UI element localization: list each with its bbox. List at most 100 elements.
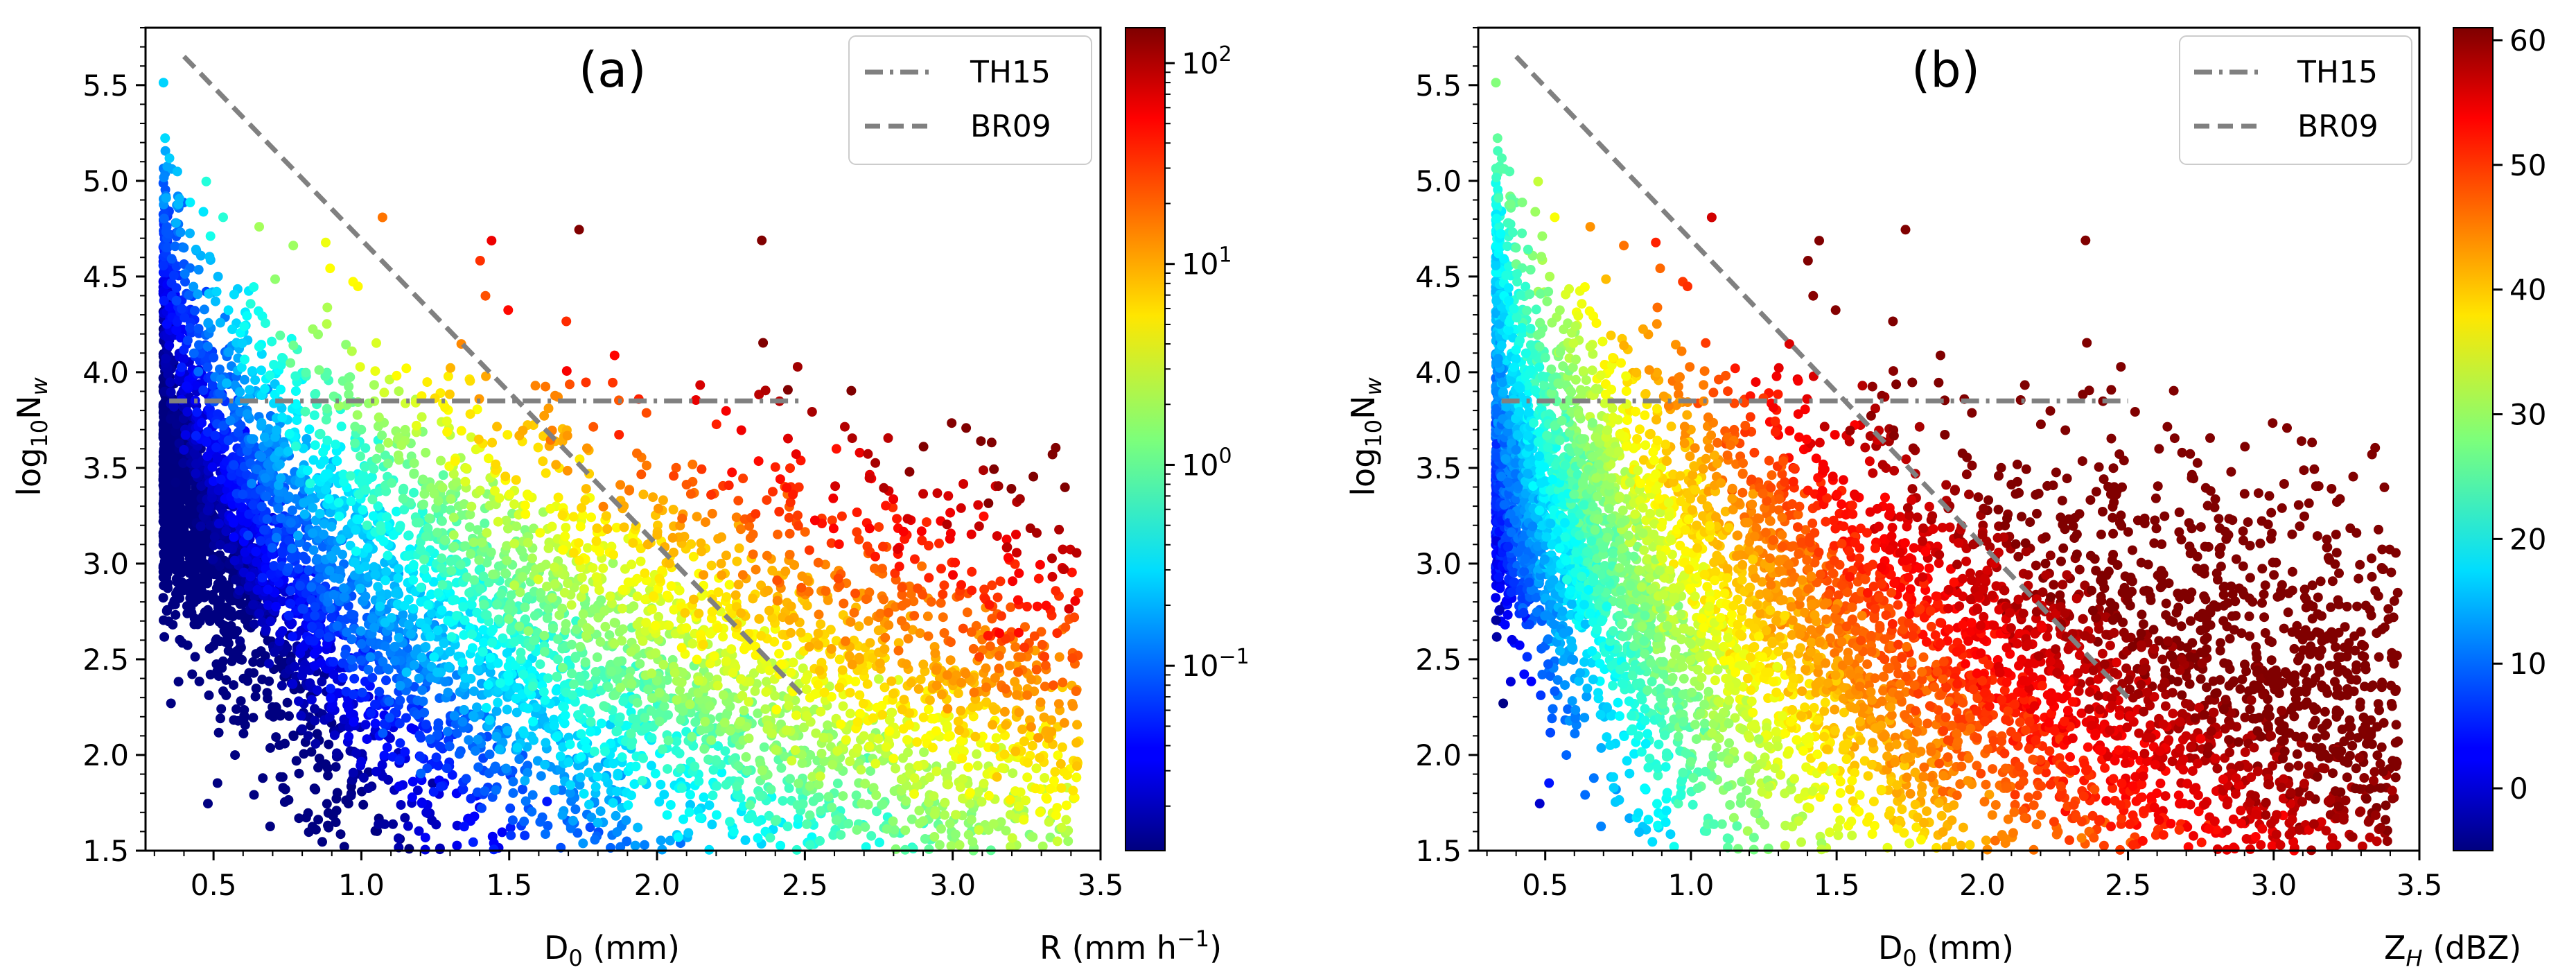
scatter-point xyxy=(568,815,578,826)
scatter-point xyxy=(290,441,301,451)
scatter-point xyxy=(439,639,449,648)
scatter-point xyxy=(508,776,518,787)
scatter-point xyxy=(417,412,427,422)
scatter-point xyxy=(415,752,426,762)
scatter-point xyxy=(185,228,195,238)
scatter-point xyxy=(257,675,268,685)
scatter-point xyxy=(257,573,268,583)
scatter-point xyxy=(318,529,328,539)
scatter-point xyxy=(254,342,264,352)
scatter-point xyxy=(243,676,253,686)
scatter-point xyxy=(374,412,384,422)
scatter-point xyxy=(852,743,863,754)
scatter-point xyxy=(873,734,884,744)
scatter-point xyxy=(229,460,239,470)
scatter-point xyxy=(735,716,746,727)
scatter-point xyxy=(223,435,234,446)
scatter-point xyxy=(194,676,204,686)
scatter-point xyxy=(299,641,309,652)
scatter-point xyxy=(615,712,625,722)
scatter-point xyxy=(339,592,349,602)
scatter-point xyxy=(276,384,286,394)
scatter-point xyxy=(475,485,485,496)
scatter-point xyxy=(170,477,181,487)
scatter-point xyxy=(303,808,313,818)
scatter-point xyxy=(466,501,477,512)
scatter-point xyxy=(403,550,413,561)
scatter-point xyxy=(784,700,794,711)
scatter-point xyxy=(265,822,275,831)
scatter-point xyxy=(319,455,329,465)
scatter-point xyxy=(207,380,218,390)
scatter-point xyxy=(344,731,354,742)
scatter-point xyxy=(523,703,534,713)
scatter-point xyxy=(966,815,976,825)
scatter-point xyxy=(740,835,751,845)
scatter-point xyxy=(448,512,459,523)
scatter-point xyxy=(184,290,194,300)
scatter-point xyxy=(265,569,276,580)
scatter-point xyxy=(171,325,182,336)
scatter-point xyxy=(558,663,568,672)
scatter-point xyxy=(290,386,301,397)
scatter-point xyxy=(201,541,211,551)
scatter-point xyxy=(309,649,319,659)
scatter-point xyxy=(479,599,489,609)
scatter-point xyxy=(242,555,252,565)
scatter-point xyxy=(502,726,513,736)
scatter-point xyxy=(509,636,520,647)
scatter-point xyxy=(785,774,795,784)
scatter-point xyxy=(383,550,393,561)
scatter-point xyxy=(882,824,892,834)
scatter-point xyxy=(491,731,502,742)
scatter-point xyxy=(565,739,575,749)
scatter-point xyxy=(805,810,815,820)
scatter-point xyxy=(543,673,553,684)
scatter-point xyxy=(362,520,372,530)
scatter-point xyxy=(703,754,714,765)
scatter-point xyxy=(493,614,504,625)
scatter-point xyxy=(418,474,428,485)
scatter-point xyxy=(418,696,428,706)
scatter-point xyxy=(387,478,397,488)
scatter-point xyxy=(449,541,459,552)
scatter-point xyxy=(449,711,459,721)
scatter-point xyxy=(603,682,613,693)
scatter-point xyxy=(457,657,468,668)
scatter-point xyxy=(816,806,826,816)
scatter-point xyxy=(643,684,654,695)
scatter-point xyxy=(718,690,728,700)
scatter-point xyxy=(358,505,368,515)
scatter-point xyxy=(592,652,602,662)
scatter-point xyxy=(324,566,335,576)
scatter-point xyxy=(199,592,209,602)
scatter-point xyxy=(416,733,426,743)
scatter-point xyxy=(177,304,187,314)
scatter-point xyxy=(613,726,622,736)
scatter-point xyxy=(416,582,426,593)
scatter-point xyxy=(263,600,273,610)
scatter-point xyxy=(744,697,754,707)
scatter-point xyxy=(313,815,324,825)
scatter-point xyxy=(277,353,287,363)
scatter-point xyxy=(177,567,187,578)
scatter-point xyxy=(321,415,331,425)
scatter-point xyxy=(468,711,478,721)
scatter-point xyxy=(270,274,280,284)
scatter-point xyxy=(496,678,505,688)
scatter-point xyxy=(395,681,405,691)
scatter-point xyxy=(316,658,326,668)
scatter-point xyxy=(191,431,201,441)
scatter-point xyxy=(1061,815,1071,825)
scatter-point xyxy=(563,578,573,589)
scatter-point xyxy=(503,670,514,680)
scatter-point xyxy=(446,632,457,642)
scatter-point xyxy=(380,575,391,586)
scatter-point xyxy=(674,748,685,758)
scatter-point xyxy=(542,797,552,807)
scatter-point xyxy=(650,768,660,779)
scatter-point xyxy=(623,800,633,810)
scatter-point xyxy=(406,629,416,639)
scatter-point xyxy=(676,715,686,724)
scatter-point xyxy=(575,772,586,783)
